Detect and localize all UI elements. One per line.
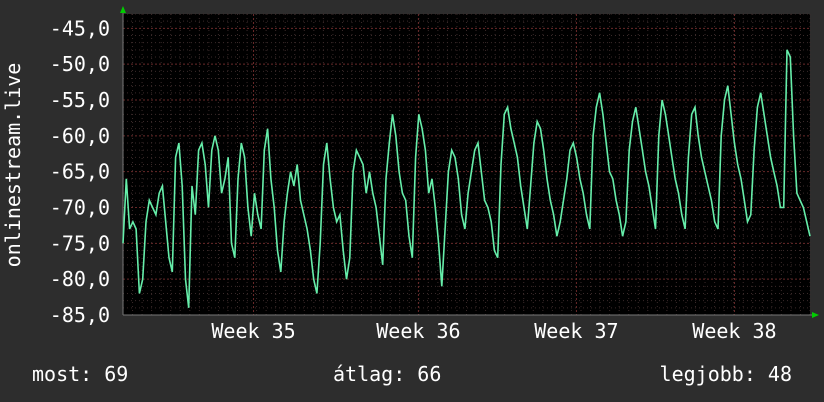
x-tick-label: Week 37 bbox=[534, 319, 618, 343]
y-tick-label: -60,0 bbox=[50, 124, 110, 148]
series-line bbox=[122, 49, 811, 308]
y-axis-arrow-icon bbox=[120, 6, 126, 13]
y-axis-ticks: -45,0 -50,0 -55,0 -60,0 -65,0 -70,0 -75,0 -80,0… bbox=[50, 16, 110, 327]
y-tick-label: -75,0 bbox=[50, 231, 110, 255]
y-tick-label: -65,0 bbox=[50, 160, 110, 184]
footer-average-value: átlag: 66 bbox=[333, 362, 442, 386]
y-tick-label: -50,0 bbox=[50, 52, 110, 76]
x-tick-label: Week 36 bbox=[376, 319, 460, 343]
y-axis-label: onlinestream.live bbox=[1, 63, 25, 268]
footer-best-value: legjobb: 48 bbox=[659, 362, 792, 386]
x-axis-arrow-icon bbox=[812, 312, 819, 318]
grid bbox=[122, 13, 811, 316]
y-tick-label: -80,0 bbox=[50, 267, 110, 291]
y-tick-label: -55,0 bbox=[50, 88, 110, 112]
x-axis-ticks: Week 35 Week 36 Week 37 Week 38 bbox=[211, 319, 776, 343]
plot-area bbox=[123, 14, 810, 315]
y-tick-label: -45,0 bbox=[50, 16, 110, 40]
x-tick-label: Week 38 bbox=[692, 319, 776, 343]
footer-current-value: most: 69 bbox=[32, 362, 129, 386]
y-tick-label: -85,0 bbox=[50, 303, 110, 327]
y-tick-label: -70,0 bbox=[50, 196, 110, 220]
x-tick-label: Week 35 bbox=[211, 319, 295, 343]
